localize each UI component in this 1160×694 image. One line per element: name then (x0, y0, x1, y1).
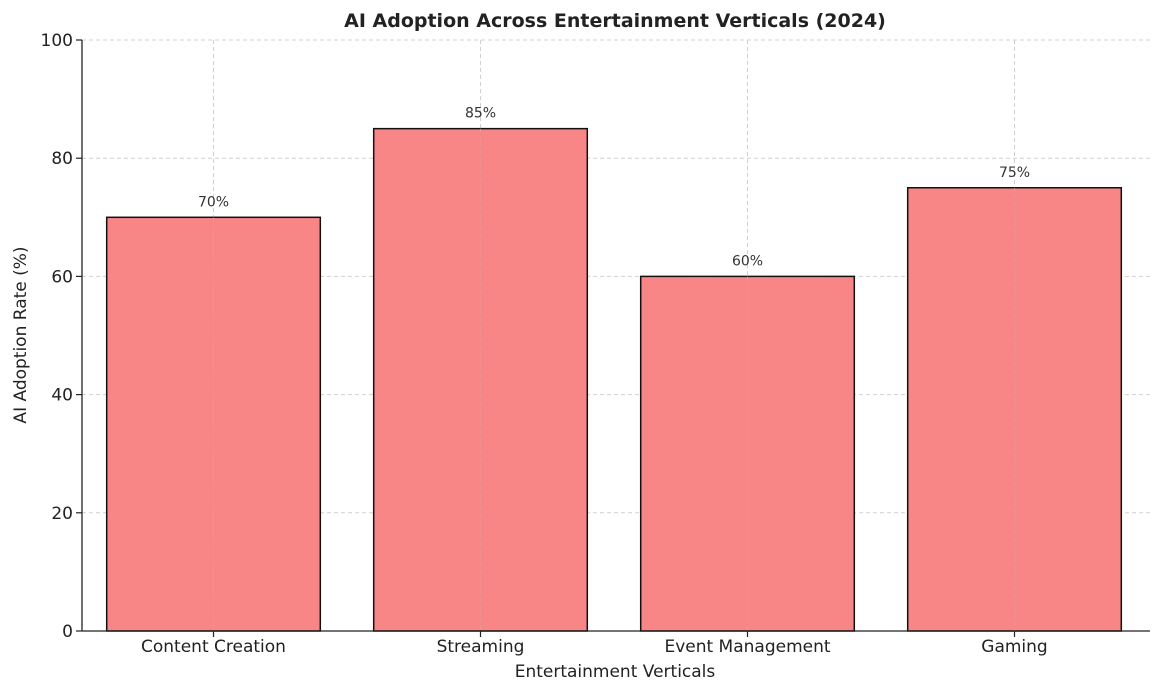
y-tick-label: 100 (41, 31, 73, 51)
bar (372, 127, 589, 632)
data-label: 60% (732, 253, 763, 269)
y-axis-label: AI Adoption Rate (%) (11, 246, 31, 423)
x-tick-label: Gaming (981, 637, 1047, 657)
y-tick-label: 60 (51, 267, 73, 287)
axes: 0 20 40 60 80 100 Content Creation Streaming Eve… (41, 31, 1150, 657)
data-label: 70% (198, 194, 229, 210)
data-label: 85% (465, 106, 496, 122)
y-tick-label: 0 (62, 622, 73, 642)
y-tick-label: 80 (51, 149, 73, 169)
y-tick-label: 20 (51, 504, 73, 524)
chart-title: AI Adoption Across Entertainment Vertica… (344, 10, 886, 32)
y-tick-label: 40 (51, 386, 73, 406)
x-tick-label: Event Management (664, 637, 830, 657)
x-axis-label: Entertainment Verticals (515, 662, 716, 682)
x-tick-label: Content Creation (141, 637, 286, 657)
x-tick-label: Streaming (437, 637, 525, 657)
bars: 70% 85% 60% 75% (105, 106, 1123, 632)
data-label: 75% (999, 165, 1030, 181)
